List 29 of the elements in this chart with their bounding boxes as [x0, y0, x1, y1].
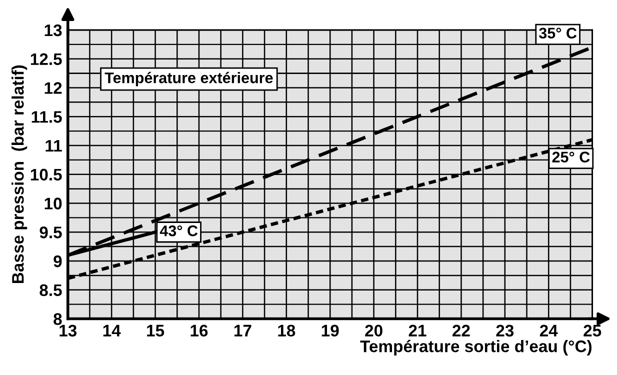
- y-tick-label: 11.5: [32, 111, 62, 123]
- x-tick-label: 18: [278, 324, 296, 337]
- y-tick-label: 8: [54, 313, 62, 325]
- x-tick-label: 21: [408, 324, 426, 336]
- x-tick-label: 17: [234, 324, 252, 336]
- x-axis-title: Température sortie d’eau (°C): [360, 340, 592, 356]
- x-tick-label: 23: [496, 324, 514, 337]
- y-tick-label: 13: [44, 24, 62, 36]
- y-tick-label: 11: [46, 140, 62, 152]
- y-axis-title: Basse pression (bar relatif): [12, 65, 28, 284]
- y-tick-label: 9.5: [40, 226, 62, 238]
- y-tick-label: 8.5: [40, 284, 62, 296]
- x-tick-label: 24: [540, 324, 558, 336]
- y-tick-label: 10.5: [30, 168, 62, 181]
- y-tick-label: 12: [44, 82, 62, 94]
- x-tick-label: 19: [322, 324, 339, 337]
- y-tick-label: 10: [44, 198, 62, 210]
- series-label: 35° C: [538, 28, 577, 39]
- x-tick-label: 14: [103, 324, 121, 336]
- x-tick-label: 16: [190, 324, 208, 337]
- series-label: 43° C: [160, 225, 198, 236]
- x-tick-label: 25: [584, 324, 602, 337]
- x-tick-label: 15: [147, 324, 164, 337]
- x-tick-label: 20: [365, 324, 382, 337]
- series-label: 25° C: [552, 152, 590, 162]
- y-tick-label: 9: [54, 255, 62, 268]
- y-tick-label: 12.5: [30, 53, 62, 66]
- annotation: Température extérieure: [104, 72, 273, 86]
- x-tick-label: 22: [452, 324, 470, 336]
